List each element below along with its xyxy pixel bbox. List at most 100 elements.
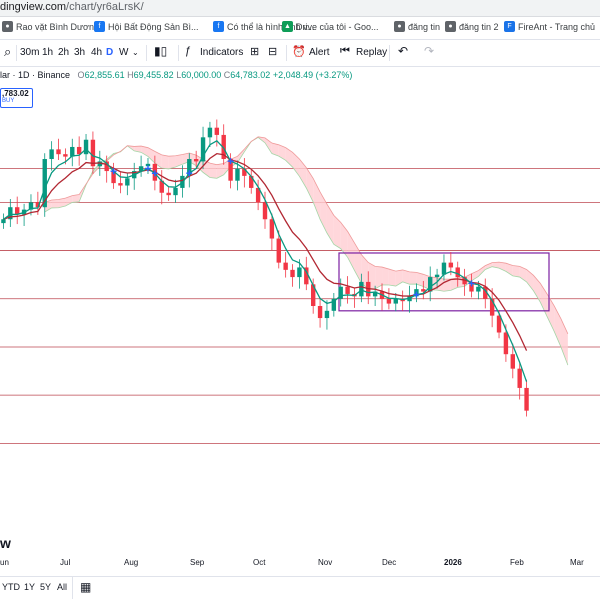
- bookmark-fireant[interactable]: F FireAnt - Trang chủ: [504, 21, 595, 32]
- candle-body: [242, 168, 247, 176]
- bookmark-label: đăng tin: [408, 21, 441, 32]
- buy-price-button[interactable]: ,783.02 BUY: [0, 88, 33, 108]
- bookmark-hoi-bat-dong-san[interactable]: f Hội Bất Động Sản Bì...: [94, 21, 199, 32]
- bookmarks-bar: ● Rao vặt Bình Dương f Hội Bất Động Sản …: [0, 17, 600, 40]
- x-tick-label: Aug: [124, 558, 139, 567]
- indicators-icon[interactable]: ƒ: [185, 45, 192, 57]
- bookmark-drive[interactable]: ▲ Drive của tôi - Goo...: [282, 21, 379, 32]
- candle-body: [489, 298, 495, 316]
- divider: [16, 45, 17, 61]
- candle-body: [317, 306, 323, 319]
- bookmark-label: Có thể là hình ảnh v...: [227, 21, 315, 32]
- templates-icon[interactable]: ⊞: [250, 46, 260, 58]
- ichimoku-cloud-segment: [382, 267, 389, 286]
- candle-body: [207, 127, 213, 138]
- ichimoku-cloud-segment: [278, 144, 286, 161]
- range-5y[interactable]: 5Y: [40, 582, 52, 592]
- candle-body: [1, 219, 6, 224]
- ichimoku-cloud-segment: [478, 265, 486, 277]
- interval-d[interactable]: D: [106, 47, 114, 58]
- bookmark-label: Rao vặt Bình Dương: [16, 21, 99, 32]
- candle-body: [297, 267, 302, 278]
- indicators-button[interactable]: Indicators: [200, 47, 244, 58]
- candle-body: [517, 368, 522, 388]
- bookmark-dang-tin-2[interactable]: ● đăng tin 2: [445, 21, 499, 32]
- x-tick-label: Jul: [60, 558, 71, 567]
- facebook-icon: f: [213, 21, 224, 32]
- bookmark-co-the-la[interactable]: f Có thể là hình ảnh v...: [213, 21, 314, 32]
- interval-4h[interactable]: 4h: [91, 47, 103, 58]
- ichimoku-cloud-segment: [416, 272, 424, 287]
- ichimoku-cloud-segment: [175, 154, 183, 167]
- range-1y[interactable]: 1Y: [24, 582, 36, 592]
- redo-icon[interactable]: ↷: [424, 44, 435, 58]
- candle-body: [42, 159, 47, 208]
- interval-1h[interactable]: 1h: [42, 47, 54, 58]
- range-all[interactable]: All: [57, 582, 68, 592]
- ichimoku-cloud-segment: [450, 277, 458, 291]
- candle-body: [496, 315, 502, 333]
- candle-body: [276, 238, 281, 263]
- candle-body: [359, 281, 364, 297]
- layout-icon[interactable]: ⊟: [268, 46, 278, 58]
- buy-label: BUY: [2, 98, 15, 104]
- ichimoku-cloud-segment: [141, 146, 148, 157]
- url-text[interactable]: dingview.com/chart/yr6aLrsK/: [0, 1, 144, 13]
- candle-body: [8, 207, 13, 220]
- ichimoku-cloud-segment: [333, 215, 341, 249]
- candle-body: [145, 163, 151, 167]
- candle-body: [338, 286, 343, 299]
- replay-button[interactable]: Replay: [356, 47, 388, 58]
- candle-body: [104, 161, 109, 172]
- chevron-down-icon[interactable]: ⌄: [132, 48, 139, 57]
- legend-high: H69,455.82: [127, 70, 174, 80]
- undo-icon[interactable]: ↶: [398, 44, 409, 58]
- buy-price: ,783.02: [2, 89, 29, 98]
- interval-2h[interactable]: 2h: [58, 47, 70, 58]
- price-chart[interactable]: [0, 66, 600, 558]
- chart-toolbar: ⌕ 30m 1h 2h 3h 4h D W ⌄ ▮▯ ƒ Indicators …: [0, 40, 600, 67]
- interval-3h[interactable]: 3h: [74, 47, 86, 58]
- address-bar[interactable]: dingview.com/chart/yr6aLrsK/: [0, 0, 600, 17]
- time-axis[interactable]: un Jul Aug Sep Oct Nov Dec 2026 Feb Mar: [0, 558, 600, 570]
- alert-button[interactable]: Alert: [309, 47, 330, 58]
- bookmark-label: FireAnt - Trang chủ: [518, 21, 596, 32]
- candle-body: [49, 149, 54, 160]
- alarm-clock-icon[interactable]: ⏰: [292, 46, 306, 58]
- ichimoku-cloud-segment: [512, 265, 520, 278]
- candle-body: [393, 298, 398, 304]
- candle-body: [483, 286, 488, 299]
- ichimoku-cloud-segment: [492, 262, 500, 269]
- candle-body: [111, 171, 116, 184]
- ichimoku-cloud-segment: [299, 158, 307, 188]
- candle-body: [125, 178, 130, 186]
- candle-body: [386, 298, 392, 304]
- interval-w[interactable]: W: [119, 47, 129, 58]
- calendar-icon[interactable]: ▦: [80, 580, 92, 594]
- symbol-title[interactable]: lar · 1D · Binance: [0, 70, 71, 80]
- interval-30m[interactable]: 30m: [20, 47, 40, 58]
- x-tick-label: Dec: [382, 558, 397, 567]
- ichimoku-cloud-segment: [285, 147, 293, 168]
- x-tick-label: Oct: [253, 558, 266, 567]
- replay-icon[interactable]: ⏮: [340, 45, 350, 57]
- candle-body: [76, 146, 82, 155]
- candle-body: [469, 284, 474, 292]
- candle-body: [324, 310, 330, 319]
- search-icon[interactable]: ⌕: [4, 44, 12, 59]
- bookmark-dang-tin[interactable]: ● đăng tin: [394, 21, 440, 32]
- ichimoku-cloud-segment: [533, 275, 541, 303]
- legend-open: O62,855.61: [77, 70, 125, 80]
- candles-icon[interactable]: ▮▯: [154, 44, 168, 58]
- bookmark-rao-vat[interactable]: ● Rao vặt Bình Dương: [2, 21, 99, 32]
- range-ytd[interactable]: YTD: [2, 582, 20, 592]
- candle-body: [283, 262, 288, 270]
- cloud-span-a-line: [44, 136, 569, 366]
- crossover-marker: [151, 170, 158, 177]
- drive-icon: ▲: [282, 21, 293, 32]
- candle-body: [434, 274, 440, 278]
- candle-body: [372, 291, 378, 297]
- candle-body: [269, 219, 275, 239]
- x-tick-label: Sep: [190, 558, 205, 567]
- divider: [178, 45, 179, 61]
